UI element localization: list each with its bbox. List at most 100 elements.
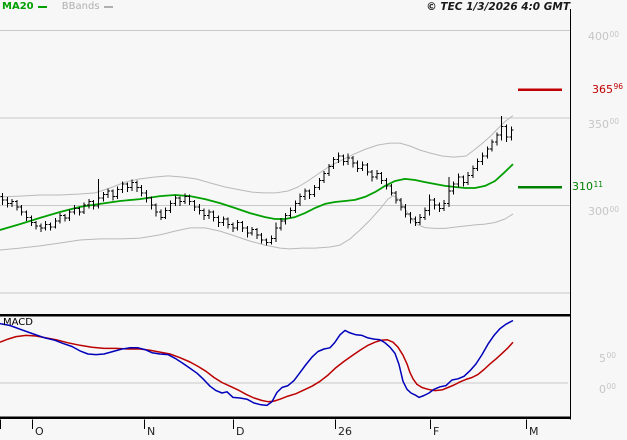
price-axis-label-300-decimals: 00 [609,204,620,214]
ohlc-bar [240,220,245,233]
support-label-value: 310 [572,180,593,194]
ohlc-bar [48,222,53,231]
price-levels [518,88,562,189]
ma20-line [0,163,514,231]
legend: MA20 BBands [2,1,113,13]
ohlc-bar [341,154,346,166]
ohlc-bar [86,198,91,209]
ohlc-bar [413,216,418,226]
ohlc-bar [211,210,216,222]
macd-panel-label: MACD [3,317,33,328]
legend-bbands-label: BBands [61,1,100,12]
ohlc-bar [216,215,221,227]
ohlc-bar [206,209,211,219]
ohlc-bar [235,219,240,231]
ohlc-bar [322,170,327,184]
ohlc-bar [77,206,82,216]
ohlc-bar [101,191,106,202]
ohlc-bar [480,152,485,165]
ohlc-bar [0,192,5,205]
copyright-text: © TEC 1/3/2026 4:0 GMT [426,1,570,13]
ohlc-bar [355,160,360,172]
ohlc-bar [115,186,120,199]
ohlc-bar [110,189,115,201]
ohlc-bar [178,196,183,206]
ohlc-bar [350,156,355,168]
ohlc-bar [67,209,72,221]
ohlc-bar [398,198,403,211]
ohlc-bar [384,177,389,190]
month-label-26: 26 [338,425,352,438]
ohlc-bar [374,170,379,180]
ohlc-bar [53,218,58,229]
ohlc-bar [139,184,144,197]
ohlc-bar [307,189,312,199]
ohlc-bar [259,233,264,244]
ohlc-bar [379,171,384,184]
ohlc-bar [504,124,509,142]
price-axis-label-400-decimals: 00 [609,29,620,39]
ohlc-bar [120,181,125,193]
ohlc-bar [288,207,293,219]
macd-axis-label-5-value: 5 [599,351,606,365]
month-label-O: O [35,425,44,438]
ohlc-bar [283,212,288,225]
ohlc-bar [394,191,399,204]
panel-borders [0,9,571,420]
macd-axis-label-0-decimals: 00 [606,382,617,391]
ohlc-bar [370,170,375,182]
ohlc-bar [446,177,451,207]
ohlc-bar [168,200,173,213]
resistance-label-value: 365 [592,82,613,96]
price-axis-label-400: 40000 [588,30,619,44]
ohlc-bar [408,212,413,224]
ohlc-bar [197,204,202,215]
bb-lower-line [0,195,514,251]
x-axis-ticks [0,419,527,429]
ohlc-bar [499,115,504,141]
ohlc-bar [466,171,471,185]
ohlc-bar [29,215,34,226]
ohlc-bar [230,222,235,233]
ohlc-bar [82,202,87,214]
ohlc-bar [485,146,490,159]
ohlc-bar [182,193,187,205]
ohlc-bar [494,132,499,146]
ma20-line-swatch [37,5,47,8]
ohlc-bar [437,202,442,212]
ohlc-bar [274,222,279,242]
ohlc-bar [187,194,192,205]
resistance-label-decimals: 96 [613,82,624,92]
ohlc-bar [475,158,480,171]
ohlc-bar [154,203,159,217]
ohlc-bar [470,165,475,178]
month-label-D: D [236,425,245,438]
ohlc-bar [130,179,135,191]
month-label-F: F [433,425,440,438]
ohlc-bar [158,209,163,220]
ohlc-bar [250,226,255,236]
ohlc-bar [278,218,283,231]
ohlc-bar [331,156,336,170]
ohlc-bar [432,198,437,210]
bbands-line-swatch [103,5,113,8]
signal-line [0,334,514,403]
ohlc-bar [389,184,394,196]
ohlc-bar [427,194,432,216]
candlestick-series [0,115,514,246]
ohlc-bar [490,139,495,152]
price-axis-label-350-decimals: 00 [609,117,620,126]
ohlc-bar [456,173,461,188]
ohlc-bar [317,177,322,191]
macd-series [0,319,514,407]
ohlc-bar [226,217,231,229]
price-axis-label-350: 35000 [588,117,620,132]
macd-axis-label-0-value: 0 [599,382,606,396]
month-label-M: M [529,425,539,438]
ohlc-bar [144,190,149,203]
macd-line [0,319,514,407]
ohlc-bar [418,213,423,226]
ohlc-bar [269,235,274,245]
ma20 [0,163,514,231]
ohlc-bar [14,199,19,211]
